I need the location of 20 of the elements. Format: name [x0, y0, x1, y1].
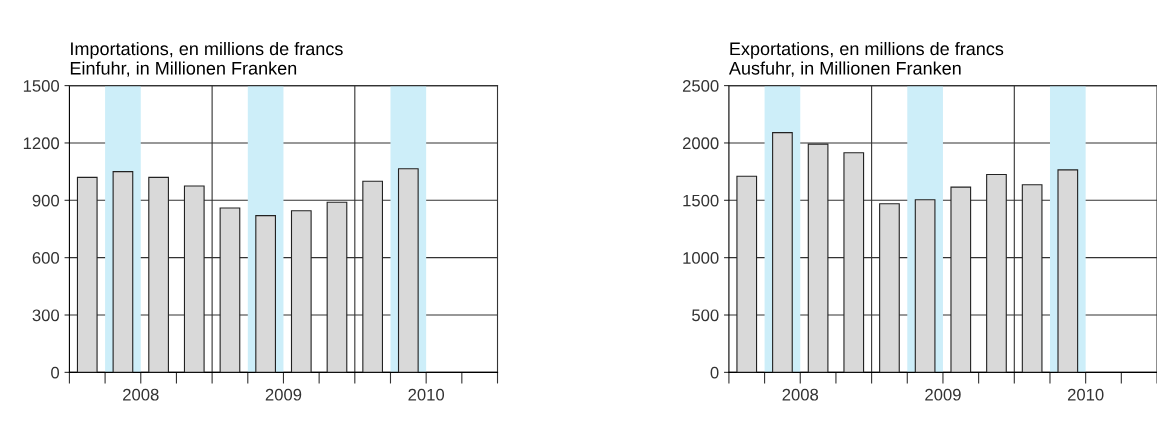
- y-tick-label: 1500: [23, 80, 60, 92]
- y-tick-label: 1200: [23, 137, 60, 150]
- y-tick-label: 2000: [682, 137, 719, 150]
- y-tick-label: 900: [32, 194, 60, 207]
- y-tick-label: 1500: [683, 194, 719, 207]
- x-tick-label: 2010: [1067, 388, 1104, 401]
- x-tick-label: 2009: [925, 388, 961, 401]
- x-tick-label: 2008: [123, 388, 159, 401]
- y-tick-label: 0: [710, 366, 719, 379]
- x-tick-label: 2009: [265, 388, 302, 401]
- x-tick-label: 2010: [408, 388, 445, 401]
- y-tick-label: 500: [692, 309, 719, 322]
- y-tick-label: 2500: [682, 80, 719, 92]
- x-tick-label: 2008: [782, 388, 819, 401]
- y-tick-label: 1000: [683, 252, 719, 264]
- y-tick-label: 300: [32, 309, 60, 322]
- y-tick-label: 600: [32, 252, 60, 264]
- chart-title: Exportations, en millions de francs Ausfuhr, in Millionen Franken: [728, 41, 1004, 77]
- y-tick-label: 0: [51, 366, 60, 379]
- chart-title: Importations, en millions de francs Einfuhr, in Millionen Franken: [70, 41, 343, 77]
